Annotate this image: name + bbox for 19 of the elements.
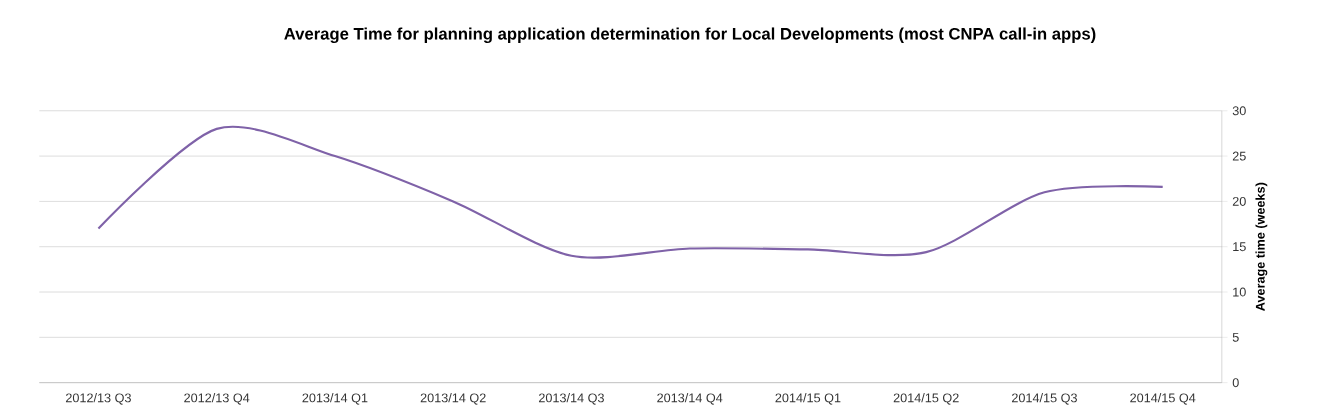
y-tick-label: 5 [1232, 332, 1239, 342]
y-tick-label: 25 [1232, 151, 1246, 161]
x-tick-label: 2013/14 Q3 [538, 392, 604, 405]
x-tick-label: 2014/15 Q3 [1011, 392, 1077, 405]
y-tick-label: 15 [1233, 242, 1246, 251]
x-tick-label: 2014/15 Q4 [1130, 392, 1196, 405]
x-tick-label: 2012/13 Q4 [184, 392, 250, 405]
y-tick-label: 20 [1232, 196, 1246, 206]
chart-title: Average Time for planning application determination for Local Developments (most CNPA call-in apps) [284, 27, 1096, 43]
x-tick-label: 2014/15 Q1 [775, 392, 841, 405]
y-axis-title: Average time (weeks) [1255, 182, 1268, 311]
y-tick-label: 30 [1232, 106, 1246, 116]
x-tick-label: 2013/14 Q1 [302, 392, 368, 405]
x-tick-label: 2013/14 Q4 [657, 392, 723, 405]
x-tick-label: 2013/14 Q2 [420, 392, 486, 405]
x-tick-label: 2014/15 Q2 [893, 392, 959, 405]
x-tick-label: 2012/13 Q3 [65, 392, 131, 405]
y-tick-label: 10 [1233, 287, 1246, 297]
y-tick-label: 0 [1232, 378, 1239, 387]
